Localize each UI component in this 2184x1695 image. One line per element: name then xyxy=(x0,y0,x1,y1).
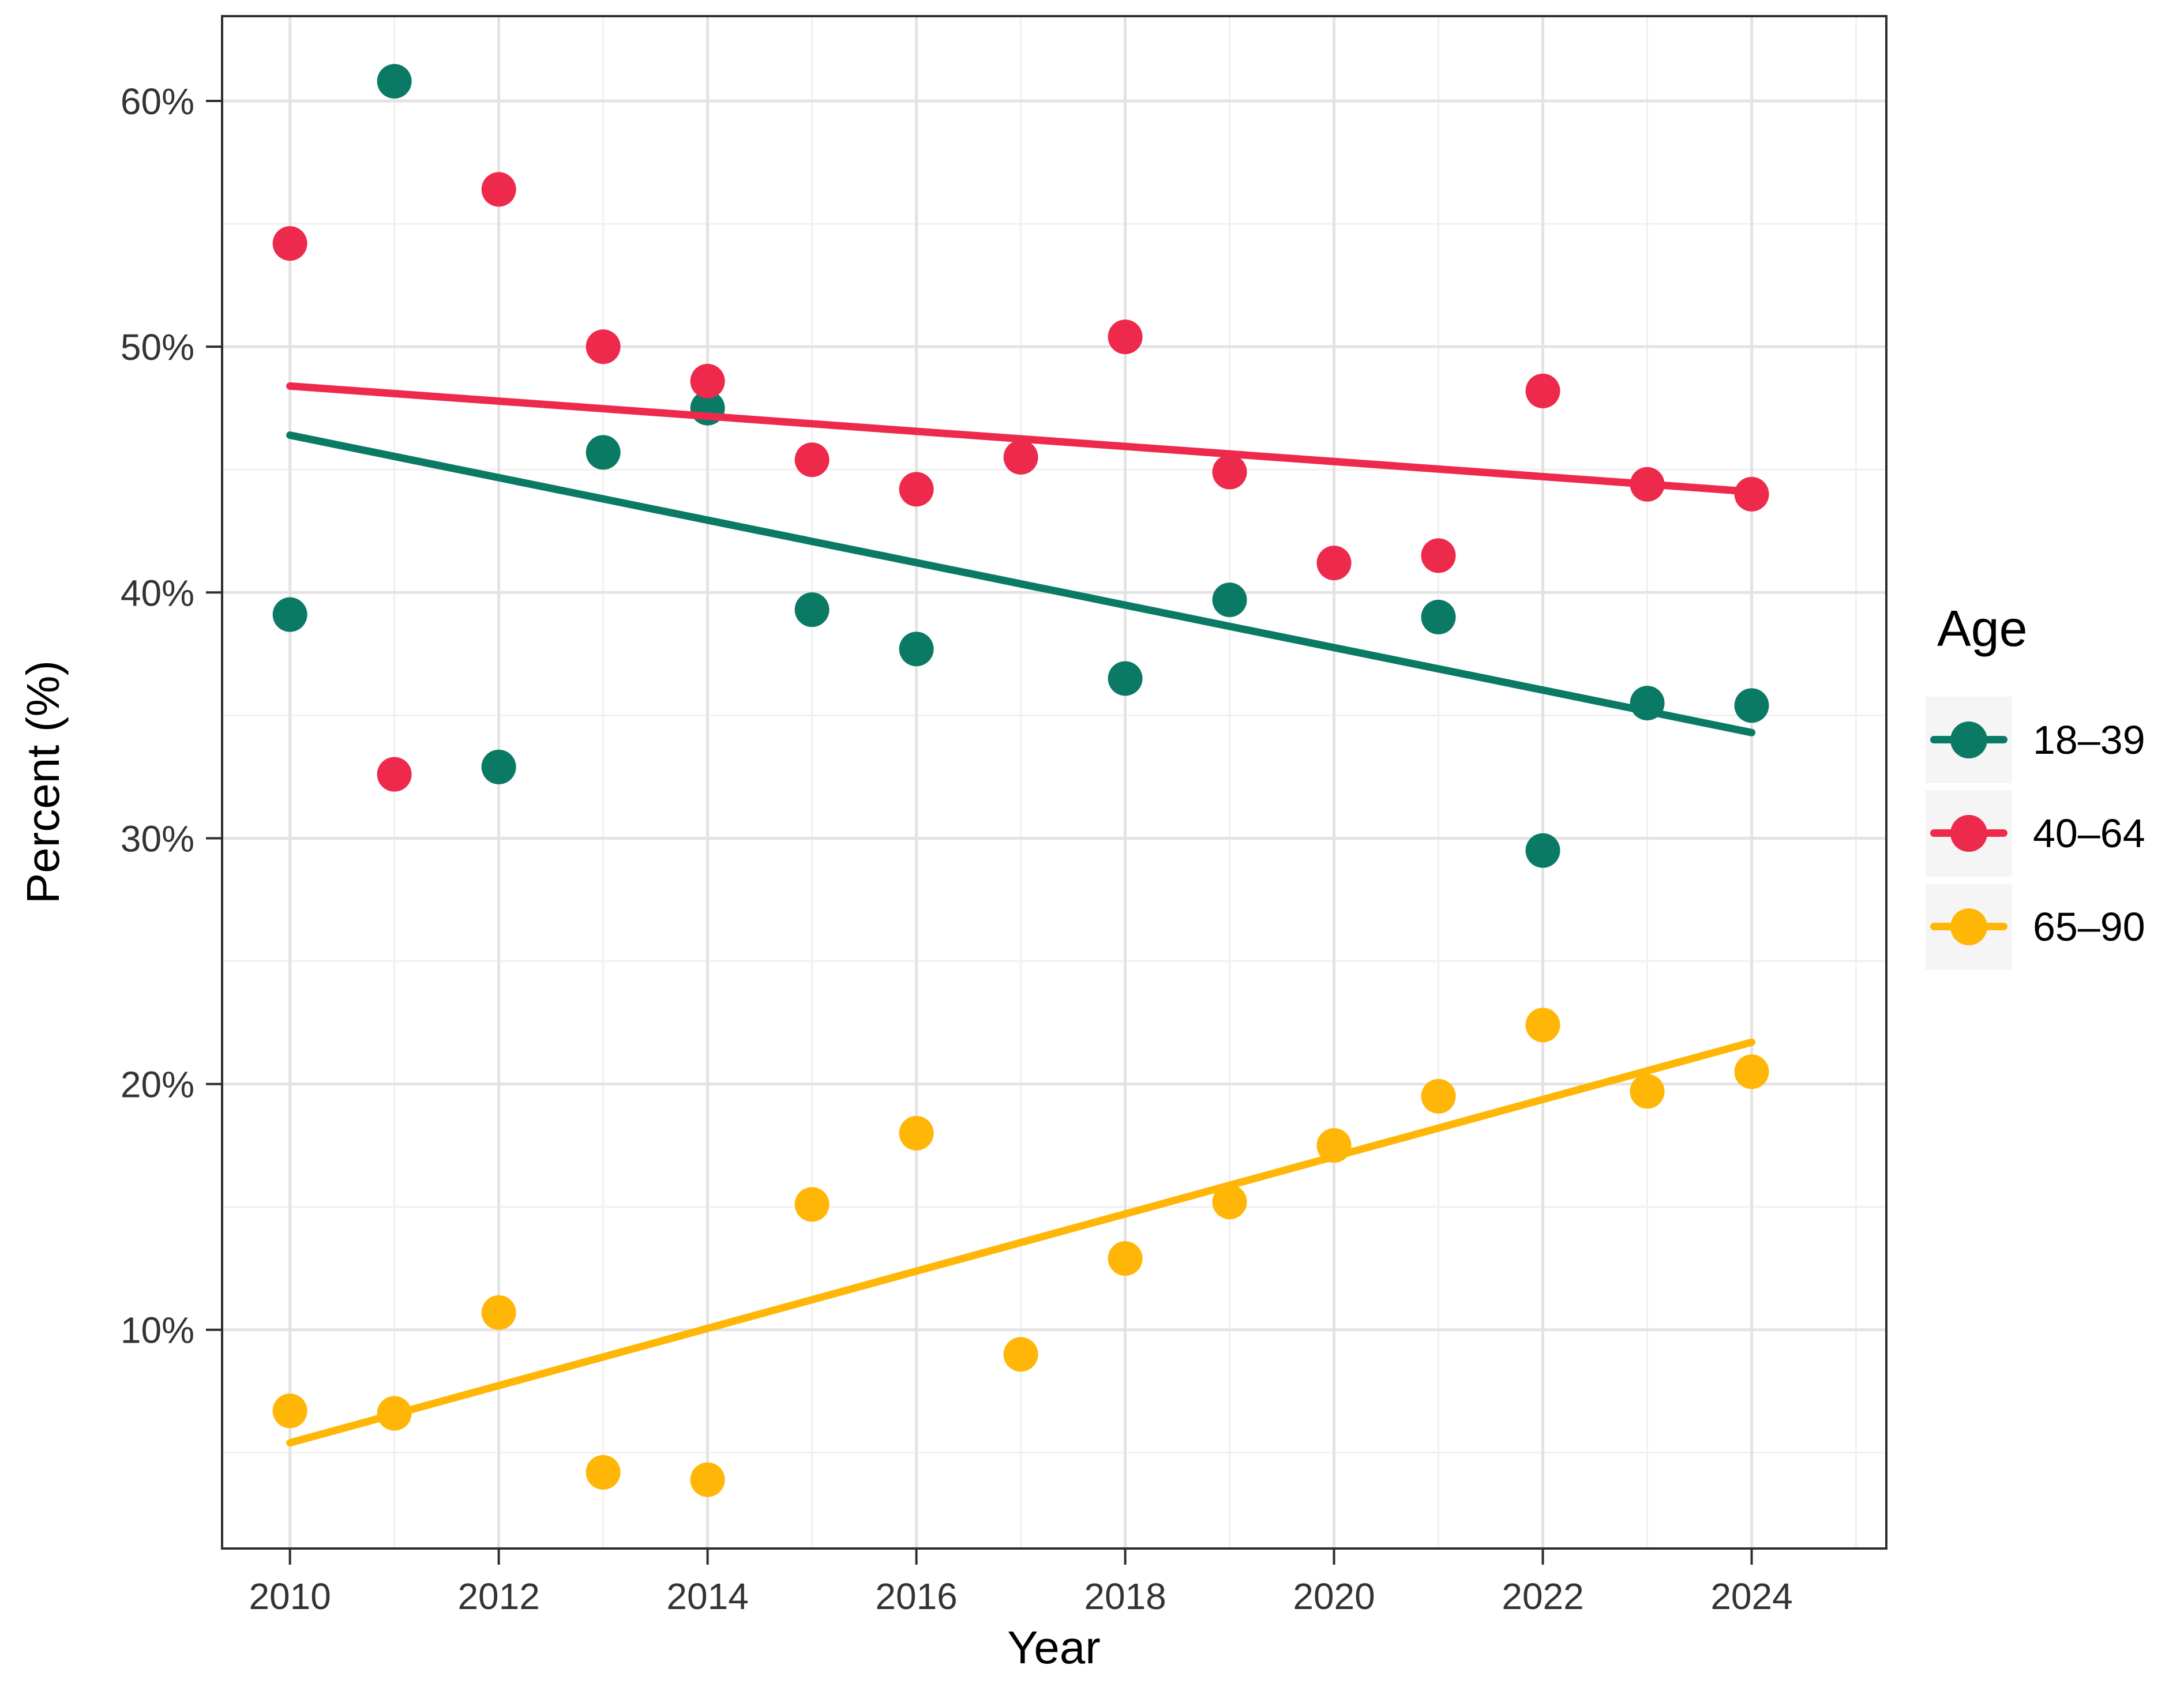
panel-border xyxy=(221,15,1887,1550)
legend-key-40-64 xyxy=(1926,790,2012,877)
data-point-40–64-2017 xyxy=(1003,439,1038,475)
data-point-18–39-2012 xyxy=(481,749,516,784)
data-point-18–39-2015 xyxy=(794,592,830,627)
data-point-65–90-2012 xyxy=(481,1295,516,1330)
y-axis-title: Percent (%) xyxy=(17,660,69,904)
data-point-40–64-2011 xyxy=(377,757,412,792)
legend-label: 65–90 xyxy=(2033,904,2145,949)
legend-key-18-39 xyxy=(1926,697,2012,783)
x-tick-label: 2018 xyxy=(1084,1576,1166,1617)
data-point-18–39-2021 xyxy=(1421,599,1456,634)
data-point-65–90-2013 xyxy=(586,1455,621,1490)
trend-line-65–90 xyxy=(286,1038,1756,1447)
x-tick-label: 2014 xyxy=(666,1576,748,1617)
data-point-18–39-2024 xyxy=(1734,688,1769,723)
data-point-18–39-2018 xyxy=(1108,661,1143,696)
y-tick-label: 60% xyxy=(121,81,194,122)
y-tick-label: 10% xyxy=(121,1310,194,1351)
data-point-65–90-2015 xyxy=(794,1187,830,1222)
x-tick-label: 2020 xyxy=(1293,1576,1375,1617)
data-point-40–64-2013 xyxy=(586,329,621,364)
x-tick-label: 2010 xyxy=(249,1576,331,1617)
x-tick-label: 2016 xyxy=(875,1576,957,1617)
y-tick-label: 50% xyxy=(121,326,194,368)
data-point-65–90-2021 xyxy=(1421,1078,1456,1114)
x-tick-label: 2022 xyxy=(1502,1576,1583,1617)
data-point-18–39-2010 xyxy=(272,597,307,632)
panel-background xyxy=(222,16,1886,1549)
data-point-65–90-2017 xyxy=(1003,1337,1038,1372)
data-point-65–90-2024 xyxy=(1734,1054,1769,1089)
data-point-40–64-2016 xyxy=(899,472,934,507)
point-icon xyxy=(1950,815,1987,852)
y-tick-label: 40% xyxy=(121,572,194,614)
legend-item-40-64: 40–64 xyxy=(1926,790,2145,877)
data-point-40–64-2021 xyxy=(1421,538,1456,573)
data-point-18–39-2019 xyxy=(1212,582,1247,618)
data-point-40–64-2014 xyxy=(690,363,725,399)
y-tick-label: 20% xyxy=(121,1064,194,1106)
data-point-65–90-2019 xyxy=(1212,1185,1247,1220)
point-icon xyxy=(1950,908,1987,945)
legend-label: 18–39 xyxy=(2033,717,2145,762)
data-point-18–39-2022 xyxy=(1525,833,1560,868)
point-icon xyxy=(1950,721,1987,758)
data-point-40–64-2019 xyxy=(1212,454,1247,490)
data-point-65–90-2022 xyxy=(1525,1008,1560,1043)
data-point-18–39-2016 xyxy=(899,632,934,667)
legend-item-18-39: 18–39 xyxy=(1926,697,2145,783)
data-point-40–64-2012 xyxy=(481,172,516,207)
x-tick-label: 2024 xyxy=(1710,1576,1792,1617)
y-tick-label: 30% xyxy=(121,818,194,859)
data-point-65–90-2018 xyxy=(1108,1241,1143,1276)
data-point-40–64-2022 xyxy=(1525,373,1560,408)
x-axis-title: Year xyxy=(1007,1622,1101,1673)
data-point-40–64-2020 xyxy=(1316,546,1352,581)
trend-line-18–39 xyxy=(286,431,1756,736)
legend-label: 40–64 xyxy=(2033,811,2145,856)
data-point-65–90-2014 xyxy=(690,1462,725,1497)
legend-item-65-90: 65–90 xyxy=(1926,884,2145,970)
data-point-65–90-2023 xyxy=(1630,1074,1665,1109)
data-point-65–90-2010 xyxy=(272,1393,307,1429)
data-point-65–90-2016 xyxy=(899,1115,934,1151)
legend-key-65-90 xyxy=(1926,884,2012,970)
trend-line-40–64 xyxy=(286,382,1756,496)
data-point-18–39-2011 xyxy=(377,63,412,99)
data-point-40–64-2010 xyxy=(272,226,307,261)
legend-title: Age xyxy=(1937,600,2028,657)
x-tick-label: 2012 xyxy=(457,1576,539,1617)
data-point-18–39-2013 xyxy=(586,435,621,470)
data-point-40–64-2018 xyxy=(1108,320,1143,355)
data-point-40–64-2015 xyxy=(794,442,830,478)
